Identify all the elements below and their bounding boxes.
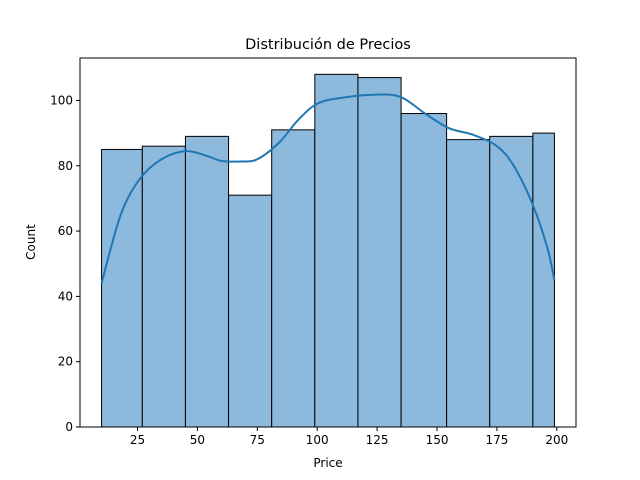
histogram-bar-4 <box>228 194 273 428</box>
bars-layer <box>101 73 555 428</box>
x-tick-label: 50 <box>190 433 205 447</box>
y-tick-label: 20 <box>58 355 73 369</box>
x-tick-label: 175 <box>485 433 508 447</box>
y-axis: 0 20 40 60 80 100 <box>50 93 80 434</box>
y-tick-label: 60 <box>58 224 73 238</box>
x-axis-label: Price <box>313 456 342 470</box>
histogram-bar-5 <box>271 129 316 428</box>
histogram-bar-1 <box>101 148 143 428</box>
chart-title: Distribución de Precios <box>245 37 411 53</box>
y-tick-label: 100 <box>50 93 73 107</box>
x-axis: 25 50 75 100 125 150 175 200 <box>130 427 568 447</box>
y-axis-label: Count <box>24 224 38 260</box>
histogram-bar-7 <box>357 77 402 428</box>
y-tick-label: 40 <box>58 289 73 303</box>
x-tick-label: 25 <box>130 433 145 447</box>
y-tick-label: 0 <box>65 420 73 434</box>
plot-frame <box>79 57 577 428</box>
histogram-bar-10 <box>489 135 534 428</box>
histogram-bar-3 <box>184 135 230 428</box>
histogram-bar-11 <box>532 132 555 428</box>
x-tick-label: 100 <box>306 433 329 447</box>
y-tick-label: 80 <box>58 159 73 173</box>
histogram-bar-6 <box>314 73 359 428</box>
histogram-bar-8 <box>400 113 448 428</box>
x-tick-label: 200 <box>545 433 568 447</box>
x-tick-label: 125 <box>366 433 389 447</box>
x-tick-label: 150 <box>426 433 449 447</box>
histogram-bar-2 <box>141 145 186 428</box>
x-tick-label: 75 <box>250 433 265 447</box>
histogram-bar-9 <box>446 139 491 428</box>
kde-curve <box>100 93 556 284</box>
